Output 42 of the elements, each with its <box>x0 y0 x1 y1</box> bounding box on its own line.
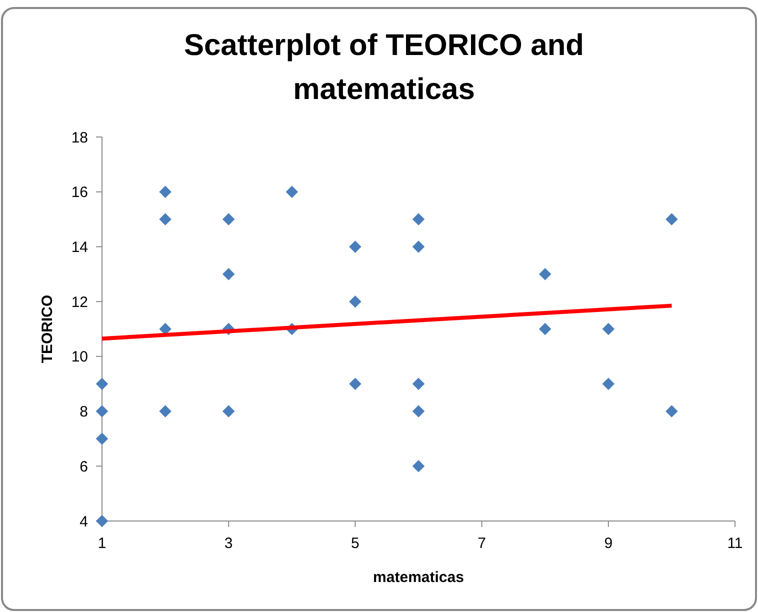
y-axis-title: TEORICO <box>39 294 56 364</box>
point <box>159 213 172 226</box>
point <box>602 378 615 390</box>
point <box>666 213 678 226</box>
point <box>538 322 552 336</box>
point <box>349 378 362 390</box>
point <box>412 213 425 226</box>
x-tick-label: 5 <box>351 535 360 552</box>
x-tick-label: 1 <box>98 535 106 552</box>
point <box>412 240 425 253</box>
y-tick-label: 18 <box>71 129 88 146</box>
point <box>222 268 235 280</box>
point <box>96 432 108 445</box>
point <box>602 322 615 336</box>
point <box>349 240 362 253</box>
point <box>222 405 235 418</box>
x-tick-label: 3 <box>224 535 233 552</box>
point <box>666 405 678 418</box>
point <box>96 514 108 528</box>
x-tick-label: 7 <box>478 535 486 552</box>
y-tick-label: 10 <box>71 348 88 366</box>
point <box>286 186 298 198</box>
y-tick-label: 8 <box>80 404 88 421</box>
point <box>222 213 235 226</box>
point <box>159 186 172 198</box>
x-tick-label: 9 <box>604 535 613 552</box>
point <box>412 460 425 472</box>
x-axis-title: matematicas <box>373 569 464 586</box>
point <box>96 405 108 418</box>
point <box>96 378 108 390</box>
x-tick-label: 11 <box>727 535 743 552</box>
point <box>349 295 362 308</box>
y-tick-label: 4 <box>80 513 88 530</box>
point <box>538 268 552 280</box>
chart-title: Scatterplot of TEORICO and matematicas <box>184 29 584 106</box>
y-tick-label: 12 <box>71 294 88 311</box>
y-tick-label: 6 <box>80 458 88 476</box>
point <box>159 405 172 418</box>
point <box>412 378 425 390</box>
y-tick-label: 16 <box>71 184 88 202</box>
y-tick-label: 14 <box>71 238 88 256</box>
point <box>412 405 425 418</box>
